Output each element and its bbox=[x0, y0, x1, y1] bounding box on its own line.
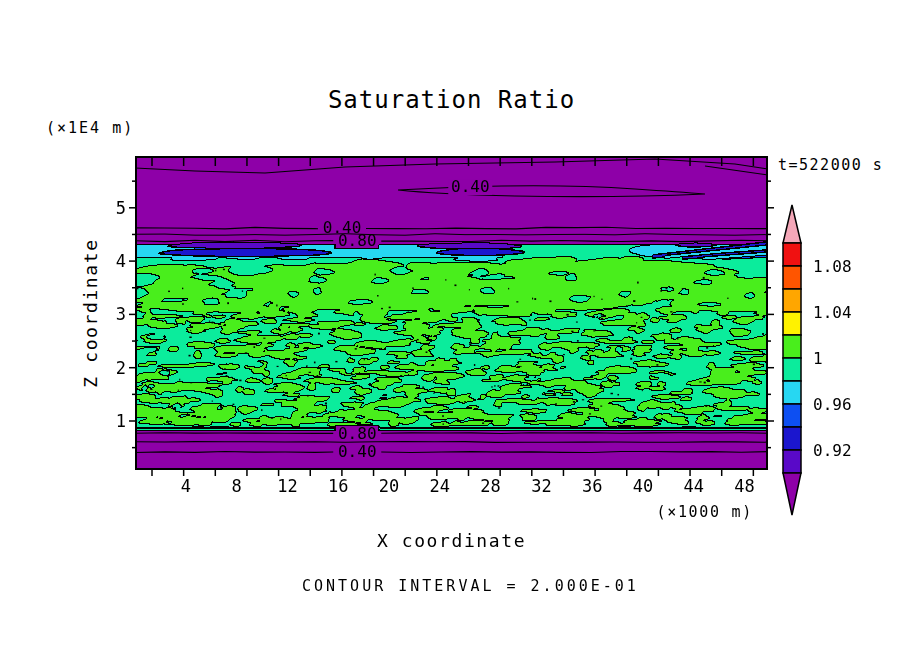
colorbar-band-cyan bbox=[783, 381, 801, 404]
colorbar-tick-label: 1.04 bbox=[813, 303, 852, 322]
colorbar-tick-label: 0.92 bbox=[813, 441, 852, 460]
x-tick-label: 8 bbox=[215, 476, 259, 496]
colorbar-band-amber bbox=[783, 289, 801, 312]
x-tick-label: 36 bbox=[570, 476, 614, 496]
colorbar-tick-label: 1 bbox=[813, 349, 823, 368]
colorbar-band-red bbox=[783, 243, 801, 266]
colorbar-cap bbox=[783, 473, 801, 515]
contour-interval-label: CONTOUR INTERVAL = 2.000E-01 bbox=[302, 577, 639, 595]
colorbar-tick-label: 1.08 bbox=[813, 257, 852, 276]
y-tick-label: 2 bbox=[98, 358, 126, 378]
y-tick-label: 5 bbox=[98, 198, 126, 218]
y-tick-label: 3 bbox=[98, 304, 126, 324]
x-tick-label: 44 bbox=[672, 476, 716, 496]
x-tick-label: 28 bbox=[469, 476, 513, 496]
x-tick-label: 20 bbox=[367, 476, 411, 496]
y-tick-label: 1 bbox=[98, 411, 126, 431]
colorbar-band-navy bbox=[783, 427, 801, 450]
colorbar: 1.08 1.04 1 0.96 0.92 bbox=[779, 200, 874, 525]
colorbar-band-violet bbox=[783, 450, 801, 473]
colorbar-tick-label: 0.96 bbox=[813, 395, 852, 414]
x-tick-label: 4 bbox=[164, 476, 208, 496]
colorbar-band-yellow bbox=[783, 312, 801, 335]
colorbar-band-orange bbox=[783, 266, 801, 289]
colorbar-band-spring bbox=[783, 358, 801, 381]
x-tick-label: 40 bbox=[621, 476, 665, 496]
x-tick-label: 12 bbox=[265, 476, 309, 496]
x-tick-label: 24 bbox=[418, 476, 462, 496]
colorbar-band-lime bbox=[783, 335, 801, 358]
colorbar-cap bbox=[783, 205, 801, 243]
x-tick-label: 48 bbox=[723, 476, 767, 496]
x-axis-title: X coordinate bbox=[135, 530, 768, 551]
colorbar-band-blue bbox=[783, 404, 801, 427]
axis-ticks bbox=[0, 0, 904, 654]
x-axis-unit: (×1000 m) bbox=[593, 503, 753, 521]
x-tick-label: 16 bbox=[316, 476, 360, 496]
y-tick-label: 4 bbox=[98, 251, 126, 271]
x-tick-label: 32 bbox=[519, 476, 563, 496]
